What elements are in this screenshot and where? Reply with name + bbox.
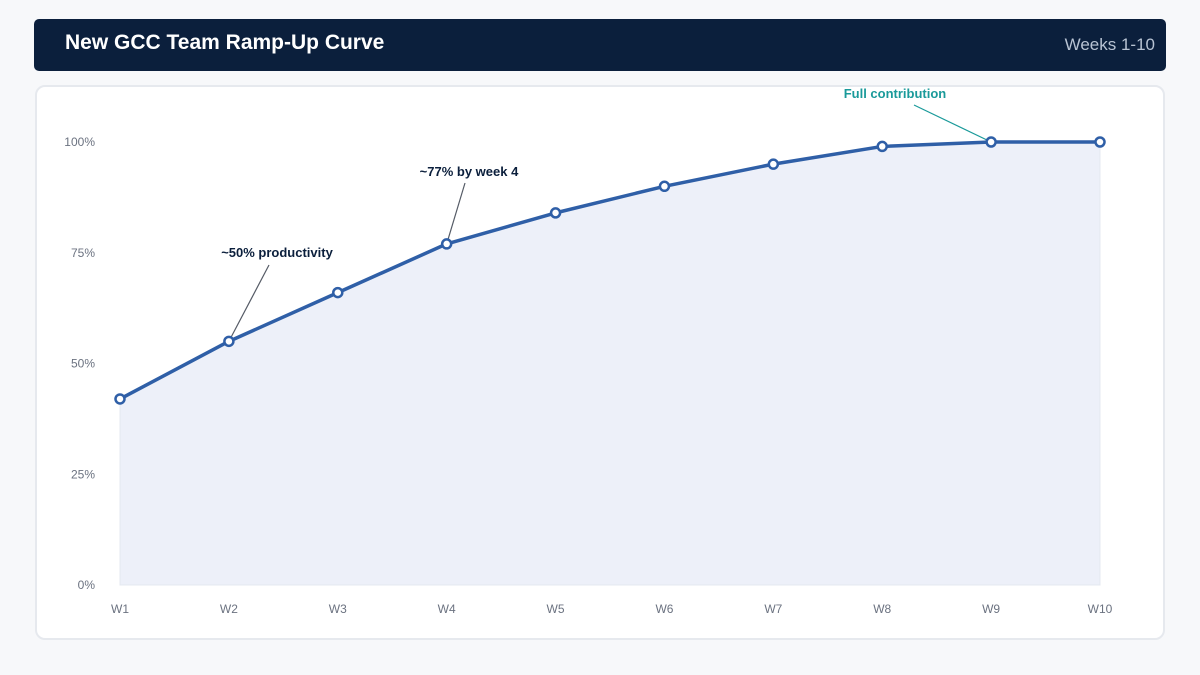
annotation-leader-line <box>228 264 270 342</box>
data-point <box>440 238 453 250</box>
x-tick-label: W8 <box>873 602 891 616</box>
y-tick-label: 50% <box>71 357 95 371</box>
x-tick-label: W7 <box>764 602 782 616</box>
data-point <box>1094 136 1106 148</box>
y-tick-label: 100% <box>64 135 95 149</box>
data-point <box>114 393 126 405</box>
data-point <box>658 180 671 193</box>
annotation-label: ~50% productivity <box>221 245 333 260</box>
annotation-label: ~77% by week 4 <box>420 164 519 179</box>
data-point <box>876 140 888 153</box>
annotation-leader-line <box>446 182 466 245</box>
y-tick-label: 0% <box>78 578 96 592</box>
chart-card: 0% 25% 50% 75% 100% W1 W2 W3 W4 W5 W6 W7 W8 W9 W10 ~50%… <box>35 85 1165 640</box>
data-point <box>549 207 562 219</box>
y-tick-label: 25% <box>71 467 95 481</box>
data-point <box>767 158 780 170</box>
ramp-up-chart: 0% 25% 50% 75% 100% W1 W2 W3 W4 W5 W6 W7 W8 W9 W10 ~50%… <box>64 87 1113 616</box>
x-tick-label: W6 <box>655 602 673 616</box>
annotation-label: Full contribution <box>844 87 947 101</box>
x-tick-label: W9 <box>982 602 1000 616</box>
x-tick-label: W3 <box>329 602 347 616</box>
data-point <box>332 286 344 299</box>
x-tick-label: W2 <box>220 602 238 616</box>
data-point <box>223 335 235 348</box>
series-line <box>118 140 1102 401</box>
x-tick-label: W4 <box>438 602 456 616</box>
header-bar: New GCC Team Ramp-Up Curve Weeks 1-10 <box>34 19 1166 71</box>
x-tick-label: W10 <box>1088 602 1113 616</box>
x-tick-label: W5 <box>547 602 565 616</box>
y-tick-label: 75% <box>71 246 95 260</box>
page-subtitle: Weeks 1-10 <box>1064 35 1155 54</box>
annotation-leader-line <box>913 104 992 143</box>
data-point <box>985 136 997 148</box>
page-title: New GCC Team Ramp-Up Curve <box>65 31 385 54</box>
x-tick-label: W1 <box>111 602 129 616</box>
area-fill <box>119 141 1101 586</box>
